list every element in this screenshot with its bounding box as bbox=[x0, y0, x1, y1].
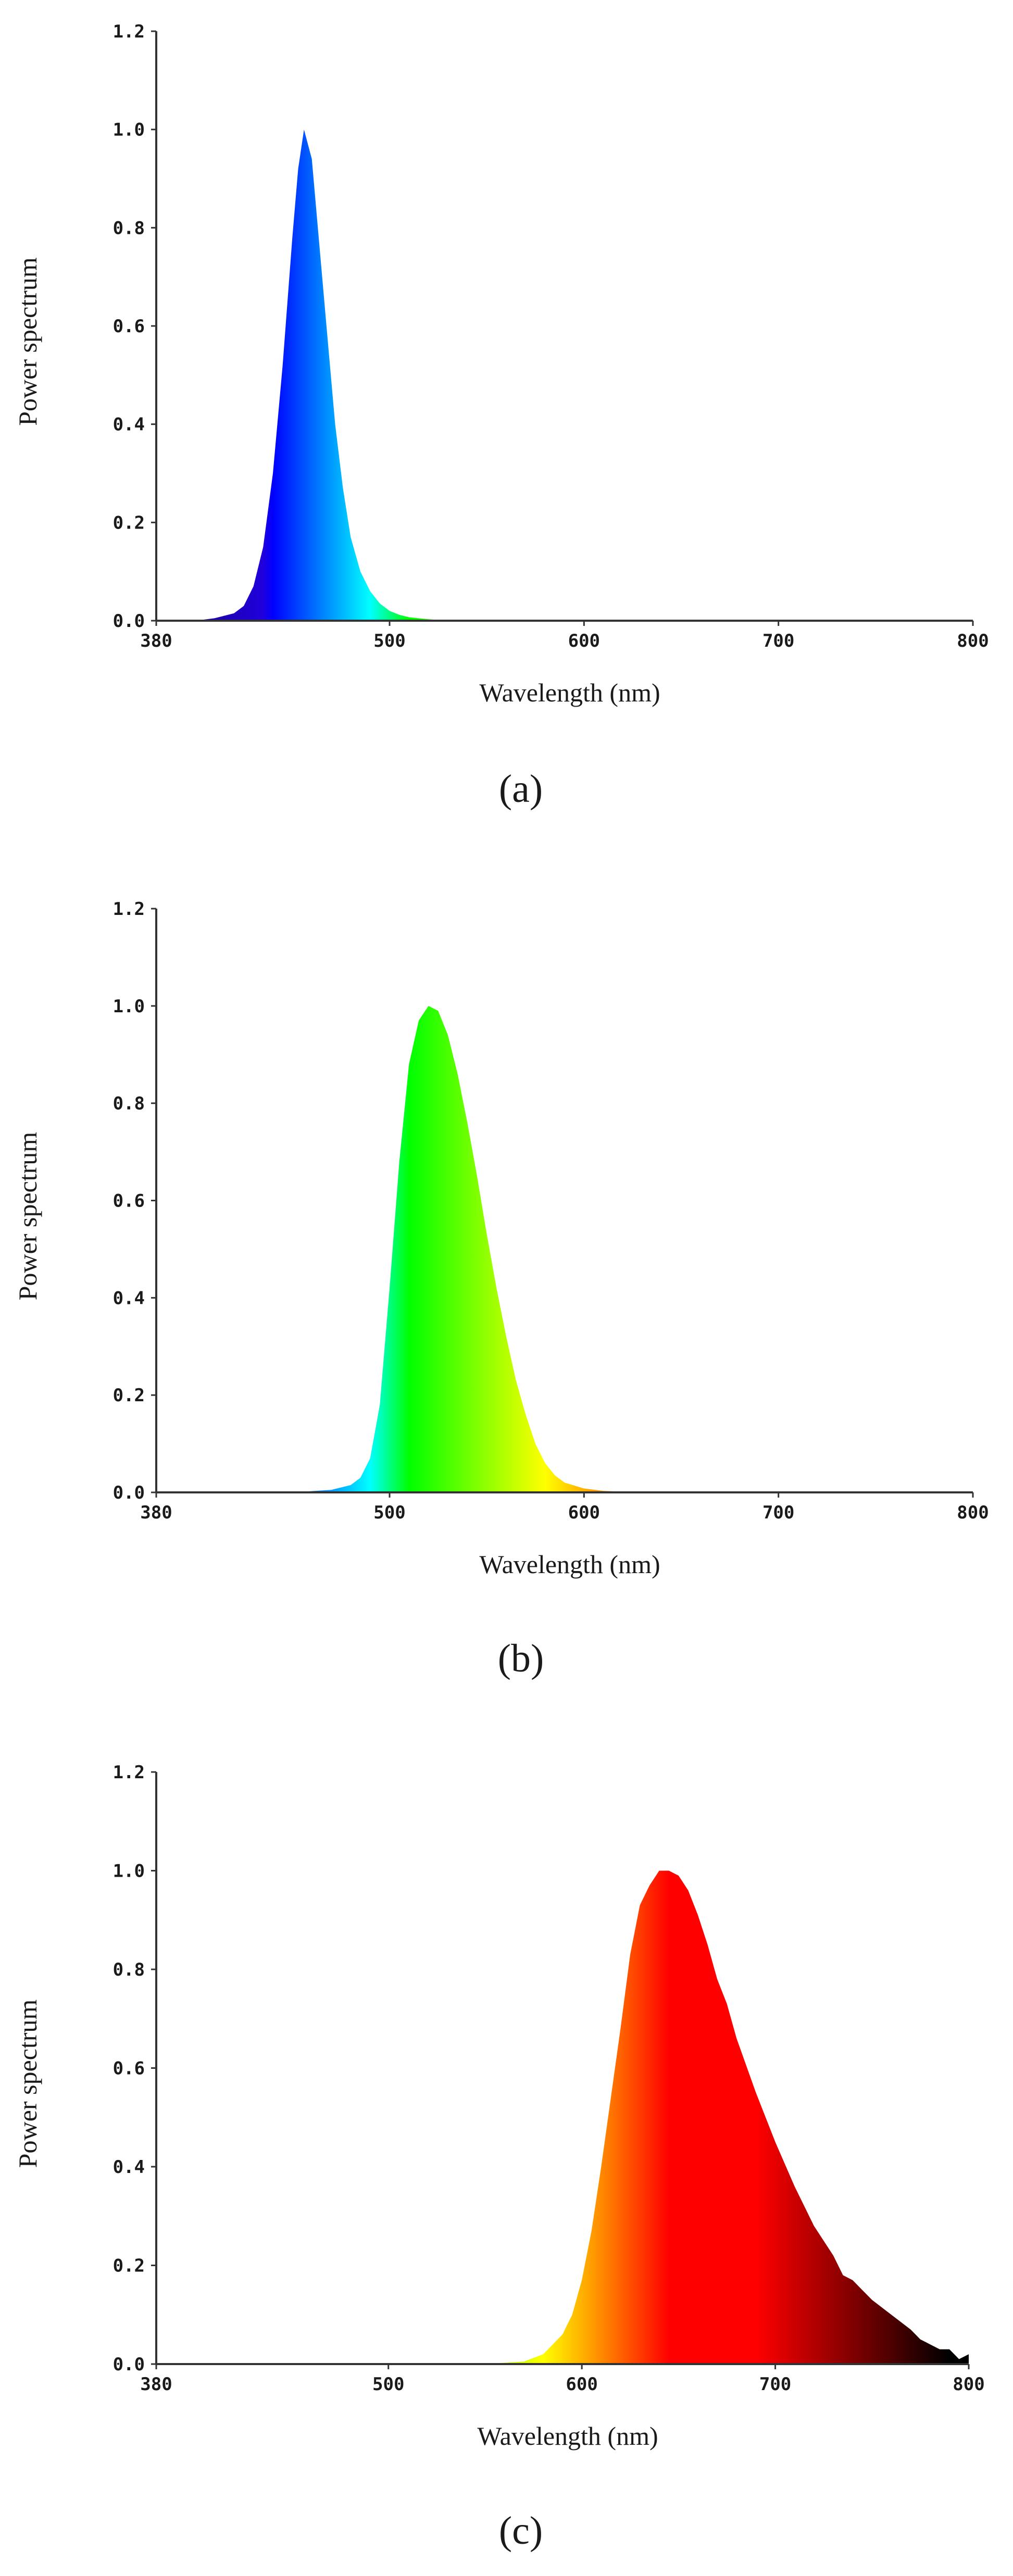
y-tick-label: 0.0 bbox=[113, 611, 145, 632]
y-tick-label: 1.0 bbox=[113, 1861, 145, 1882]
y-tick-label: 0.2 bbox=[113, 512, 145, 533]
chart-panel-3: 0.0 0.2 0.4 0.6 0.8 1.0 1.2 380 500 600 700 800 Wave… bbox=[13, 1762, 985, 2553]
x-axis-title: Wavelength (nm) bbox=[479, 1550, 660, 1579]
y-tick-label: 1.0 bbox=[113, 120, 145, 141]
x-tick-label: 500 bbox=[372, 2374, 404, 2395]
x-tick-label: 600 bbox=[568, 1502, 600, 1523]
x-tick-label: 380 bbox=[140, 1502, 172, 1523]
y-axis-title: Power spectrum bbox=[13, 1132, 42, 1301]
y-tick-label: 1.0 bbox=[113, 996, 145, 1017]
y-tick-label: 0.4 bbox=[113, 1288, 145, 1309]
spectrum-area bbox=[156, 1870, 969, 2364]
spectrum-area bbox=[156, 129, 973, 621]
y-tick-label: 0.4 bbox=[113, 414, 145, 435]
x-tick-label: 800 bbox=[953, 2374, 984, 2395]
x-tick-label: 500 bbox=[373, 1502, 405, 1523]
x-tick-label: 800 bbox=[957, 631, 989, 651]
chart-panel-1: 0.0 0.2 0.4 0.6 0.8 1.0 1.2 380 500 600 700 800 Wave… bbox=[13, 21, 989, 811]
y-tick-label: 0.6 bbox=[113, 316, 145, 337]
y-tick-label: 0.6 bbox=[113, 1191, 145, 1212]
y-tick-label: 1.2 bbox=[113, 1762, 145, 1783]
chart-panel-2: 0.0 0.2 0.4 0.6 0.8 1.0 1.2 380 500 600 700 800 Wave… bbox=[13, 899, 989, 1680]
x-tick-label: 800 bbox=[957, 1502, 989, 1523]
x-axis-title: Wavelength (nm) bbox=[477, 2421, 658, 2451]
x-tick-label: 700 bbox=[762, 1502, 794, 1523]
x-tick-label: 500 bbox=[373, 631, 405, 651]
x-tick-label: 700 bbox=[762, 631, 794, 651]
y-tick-label: 0.4 bbox=[113, 2157, 145, 2178]
y-axis-title: Power spectrum bbox=[13, 257, 42, 426]
y-tick-label: 0.0 bbox=[113, 1482, 145, 1503]
panel-label: (c) bbox=[499, 2509, 543, 2553]
panel-label: (b) bbox=[498, 1637, 544, 1680]
y-tick-label: 1.2 bbox=[113, 21, 145, 42]
x-tick-label: 700 bbox=[759, 2374, 791, 2395]
x-tick-label: 600 bbox=[566, 2374, 597, 2395]
x-tick-label: 380 bbox=[140, 631, 172, 651]
spectrum-area bbox=[156, 1006, 973, 1492]
x-tick-label: 380 bbox=[140, 2374, 172, 2395]
y-tick-label: 0.2 bbox=[113, 1385, 145, 1406]
x-axis-title: Wavelength (nm) bbox=[479, 678, 660, 707]
y-axis-title: Power spectrum bbox=[13, 2000, 42, 2168]
y-tick-label: 0.0 bbox=[113, 2354, 145, 2375]
x-tick-label: 600 bbox=[568, 631, 600, 651]
panel-label: (a) bbox=[499, 767, 543, 811]
y-tick-label: 1.2 bbox=[113, 899, 145, 920]
y-tick-label: 0.8 bbox=[113, 218, 145, 238]
y-tick-label: 0.8 bbox=[113, 1959, 145, 1980]
y-tick-label: 0.2 bbox=[113, 2256, 145, 2277]
y-tick-label: 0.8 bbox=[113, 1094, 145, 1114]
y-tick-label: 0.6 bbox=[113, 2058, 145, 2079]
